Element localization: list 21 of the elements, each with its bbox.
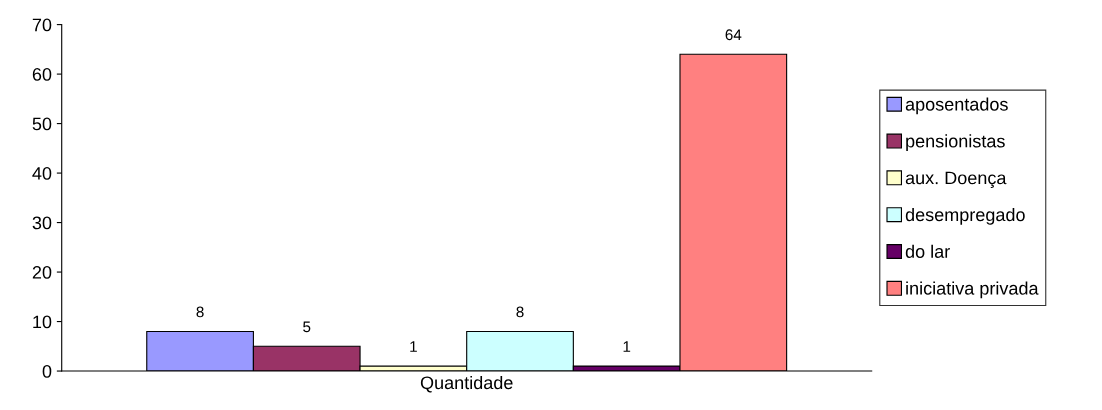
data-label: 1 (623, 341, 631, 352)
legend-label: aux. Doença (905, 171, 1007, 188)
y-tick-label: 40 (32, 167, 52, 180)
legend-label: pensionistas (906, 134, 1005, 152)
data-label: 64 (725, 29, 742, 41)
x-tick-label: Quantidade (420, 375, 513, 393)
y-tick-label: 0 (42, 364, 52, 378)
y-tick-label: 70 (32, 18, 52, 32)
legend-label: aposentados (905, 97, 1008, 115)
y-tick-label: 10 (33, 315, 52, 329)
y-tick-label: 50 (32, 117, 52, 131)
y-tick-label: 60 (32, 68, 52, 81)
y-tick-label: 30 (32, 216, 52, 230)
legend-label: desempregado (905, 207, 1025, 225)
data-label: 5 (303, 321, 311, 333)
data-label: 8 (196, 306, 204, 318)
data-label: 8 (516, 306, 524, 318)
data-label: 1 (410, 341, 417, 352)
y-tick-label: 20 (32, 266, 52, 279)
legend-label: iniciativa privada (906, 281, 1039, 299)
legend-label: do lar (905, 244, 950, 258)
